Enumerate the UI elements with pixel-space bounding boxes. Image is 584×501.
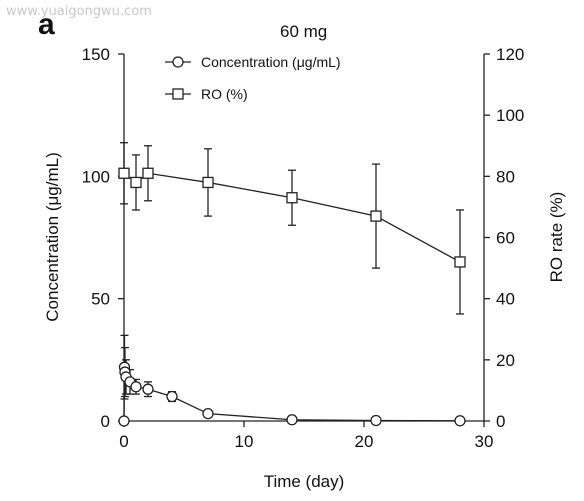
y-left-tick-label: 100 [82, 167, 110, 186]
y-right-tick-label: 40 [496, 290, 515, 309]
y-right-tick-label: 80 [496, 167, 515, 186]
ro-point [286, 192, 298, 204]
y-left-tick-label: 150 [82, 45, 110, 64]
ro-point [454, 256, 466, 268]
x-tick-label: 10 [235, 432, 254, 451]
concentration-point [118, 415, 130, 427]
chart-title: 60 mg [280, 22, 328, 41]
ro-point [202, 176, 214, 189]
y-axis-left-label: Concentration (μg/mL) [43, 152, 62, 321]
x-tick-label: 20 [355, 432, 374, 451]
legend-circle-marker [172, 56, 184, 68]
y-left-tick-label: 50 [91, 290, 110, 309]
legend-label: Concentration (μg/mL) [201, 54, 341, 70]
legend: Concentration (μg/mL) RO (%) [165, 54, 341, 102]
y-right-tick-label: 60 [496, 229, 515, 248]
concentration-point [142, 383, 154, 395]
ro-point [142, 167, 154, 179]
ro-point [370, 210, 382, 222]
concentration-point [166, 390, 178, 403]
ro-point [130, 176, 142, 189]
concentration-point [370, 414, 382, 427]
x-tick-label: 0 [119, 432, 128, 451]
legend-square-marker [172, 88, 184, 100]
y-right-tick-label: 0 [496, 412, 505, 431]
concentration-point [202, 408, 214, 420]
concentration-point [286, 414, 298, 426]
y-axis-right-label: RO rate (%) [547, 192, 566, 283]
panel-letter: a [38, 8, 55, 41]
x-tick-label: 30 [475, 432, 494, 451]
watermark-text: www.yuaigongwu.com [6, 4, 152, 19]
y-left-tick-label: 0 [101, 412, 110, 431]
y-right-tick-label: 100 [496, 106, 524, 125]
x-axis-label: Time (day) [264, 472, 345, 491]
y-right-tick-label: 20 [496, 351, 515, 370]
ro-point [118, 167, 130, 179]
legend-label: RO (%) [201, 86, 248, 102]
concentration-point [130, 381, 142, 393]
y-right-tick-label: 120 [496, 45, 524, 64]
marks-group [118, 142, 466, 427]
concentration-point [454, 415, 466, 427]
